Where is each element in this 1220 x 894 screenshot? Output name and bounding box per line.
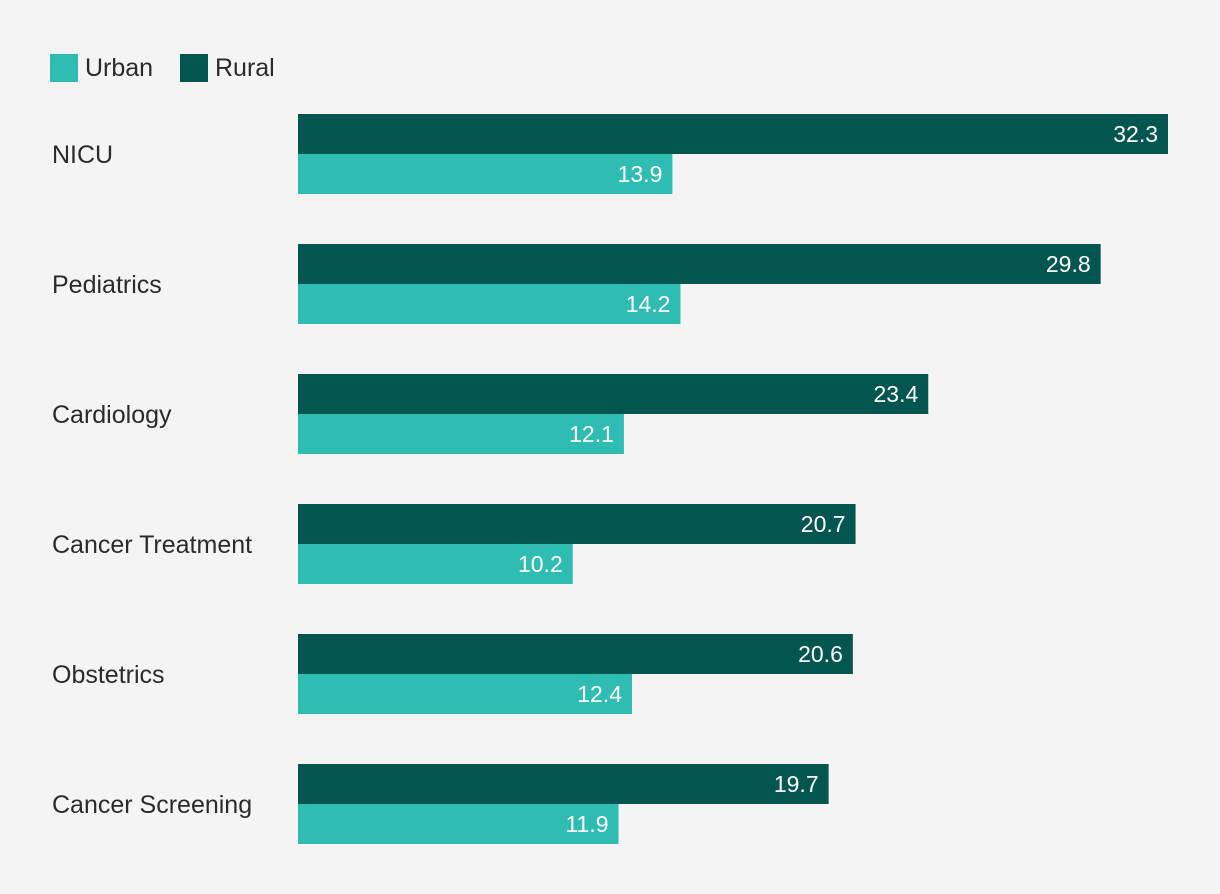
value-label-rural-cancer-treatment: 20.7 bbox=[801, 511, 846, 537]
category-label-cancer-screening: Cancer Screening bbox=[52, 791, 252, 819]
value-label-urban-pediatrics: 14.2 bbox=[626, 291, 671, 317]
value-label-rural-pediatrics: 29.8 bbox=[1046, 251, 1091, 277]
category-label-cancer-treatment: Cancer Treatment bbox=[52, 531, 252, 559]
bar-urban-pediatrics bbox=[298, 284, 681, 324]
bar-rural-pediatrics bbox=[298, 244, 1101, 284]
chart-legend: Urban Rural bbox=[50, 54, 275, 82]
bar-urban-obstetrics bbox=[298, 674, 632, 714]
value-label-urban-cancer-screening: 11.9 bbox=[565, 811, 608, 837]
category-label-cardiology: Cardiology bbox=[52, 401, 172, 429]
value-label-urban-nicu: 13.9 bbox=[618, 161, 663, 187]
value-label-urban-cancer-treatment: 10.2 bbox=[518, 551, 563, 577]
category-label-pediatrics: Pediatrics bbox=[52, 271, 162, 299]
value-label-rural-cardiology: 23.4 bbox=[874, 381, 919, 407]
value-label-urban-obstetrics: 12.4 bbox=[577, 681, 622, 707]
bar-urban-nicu bbox=[298, 154, 673, 194]
category-label-obstetrics: Obstetrics bbox=[52, 661, 165, 689]
bar-rural-cardiology bbox=[298, 374, 929, 414]
legend-label-urban: Urban bbox=[85, 54, 153, 82]
legend-swatch-urban bbox=[50, 54, 78, 82]
bar-rural-cancer-treatment bbox=[298, 504, 856, 544]
legend-swatch-rural bbox=[180, 54, 208, 82]
value-label-rural-cancer-screening: 19.7 bbox=[774, 771, 819, 797]
bar-rural-obstetrics bbox=[298, 634, 853, 674]
bar-rural-nicu bbox=[298, 114, 1168, 154]
bar-urban-cancer-treatment bbox=[298, 544, 573, 584]
bar-rural-cancer-screening bbox=[298, 764, 829, 804]
bar-urban-cancer-screening bbox=[298, 804, 619, 844]
chart-plot-area: NICU 32.3 13.9 Pediatrics 29.8 14.2 Cardiology… bbox=[52, 114, 1168, 844]
legend-label-rural: Rural bbox=[215, 54, 275, 82]
value-label-rural-nicu: 32.3 bbox=[1113, 121, 1158, 147]
value-label-rural-obstetrics: 20.6 bbox=[798, 641, 843, 667]
value-label-urban-cardiology: 12.1 bbox=[569, 421, 614, 447]
bar-urban-cardiology bbox=[298, 414, 624, 454]
category-label-nicu: NICU bbox=[52, 141, 113, 169]
